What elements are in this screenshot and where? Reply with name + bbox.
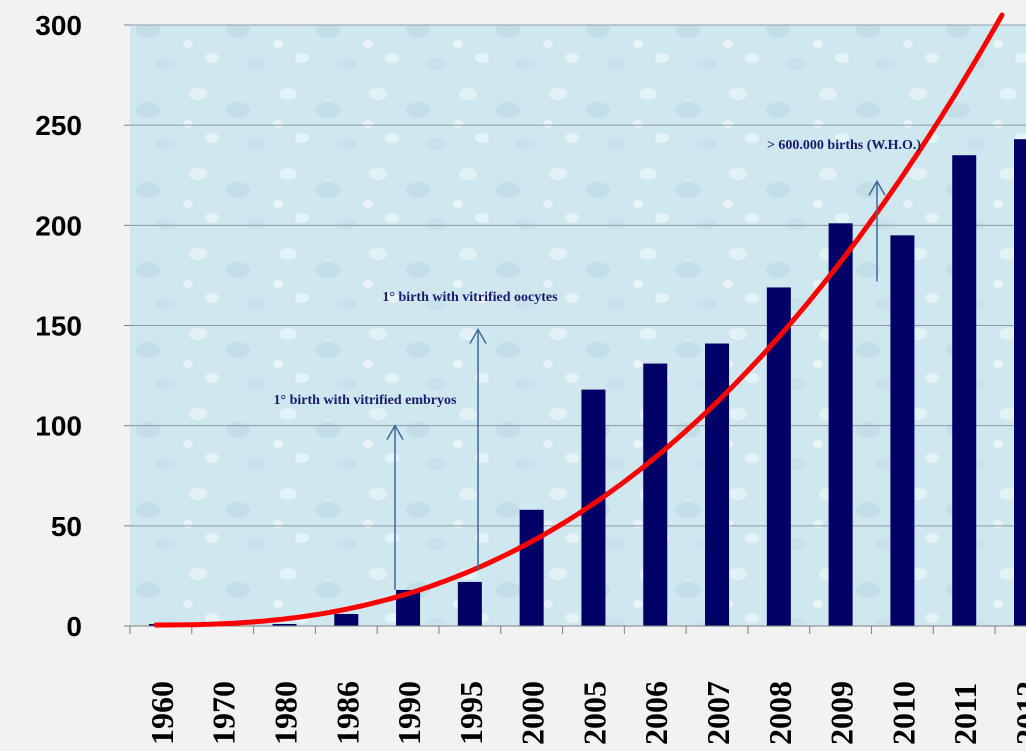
y-tick-label-50: 50 (51, 511, 82, 542)
x-tick-label-1960: 1960 (144, 681, 180, 745)
trendline (153, 12, 1005, 628)
x-tick-label-2011: 2011 (947, 683, 983, 745)
bar-2000 (519, 509, 544, 626)
trendline-group (153, 12, 1005, 628)
axes (124, 24, 1026, 634)
x-tick-label-1970: 1970 (206, 681, 242, 745)
x-tick-label-2012: 2012 (1009, 681, 1026, 745)
bar-2010 (890, 235, 915, 626)
annotations: 1° birth with vitrified embryos 1° birth … (274, 138, 921, 590)
y-tick-label-200: 200 (35, 210, 82, 241)
bar-2006 (643, 363, 668, 626)
y-tick-label-0: 0 (66, 611, 82, 642)
y-tick-label-300: 300 (35, 10, 82, 41)
bar-2012 (1014, 139, 1026, 626)
x-tick-label-2006: 2006 (638, 681, 674, 745)
annotation-label-1: 1° birth with vitrified embryos (274, 393, 457, 408)
annotation-label-2: 1° birth with vitrified oocytes (382, 290, 558, 305)
y-tick-label-100: 100 (35, 411, 82, 442)
y-tick-labels: 0 50 100 150 200 250 300 (35, 10, 82, 642)
annotation-arrowhead-2 (469, 327, 487, 344)
x-tick-label-2009: 2009 (824, 681, 860, 745)
annotation-label-3: > 600.000 births (W.H.O.) (767, 138, 921, 153)
y-tick-label-150: 150 (35, 311, 82, 342)
y-tick-label-250: 250 (35, 110, 82, 141)
bar-2009 (828, 223, 853, 626)
x-tick-label-1986: 1986 (329, 681, 365, 745)
x-tick-label-2007: 2007 (700, 681, 736, 745)
x-tick-label-2010: 2010 (885, 681, 921, 745)
x-tick-label-2000: 2000 (515, 681, 551, 745)
x-tick-label-1980: 1980 (267, 681, 303, 745)
x-tick-label-2005: 2005 (576, 681, 612, 745)
x-tick-label-1990: 1990 (391, 681, 427, 745)
x-tick-label-2008: 2008 (762, 681, 798, 745)
bar-2007 (705, 343, 730, 626)
bar-1995 (457, 581, 482, 626)
x-tick-labels: 1960 1970 1980 1986 1990 1995 2000 2005 2006 2007… (144, 681, 1026, 745)
x-tick-label-1995: 1995 (453, 681, 489, 745)
bar-1980 (272, 623, 297, 626)
bar-2011 (952, 155, 977, 626)
bar-1986 (334, 613, 359, 626)
gridlines (130, 24, 1026, 527)
annotation-arrowhead-3 (868, 179, 886, 196)
annotation-arrowhead-1 (386, 424, 404, 441)
